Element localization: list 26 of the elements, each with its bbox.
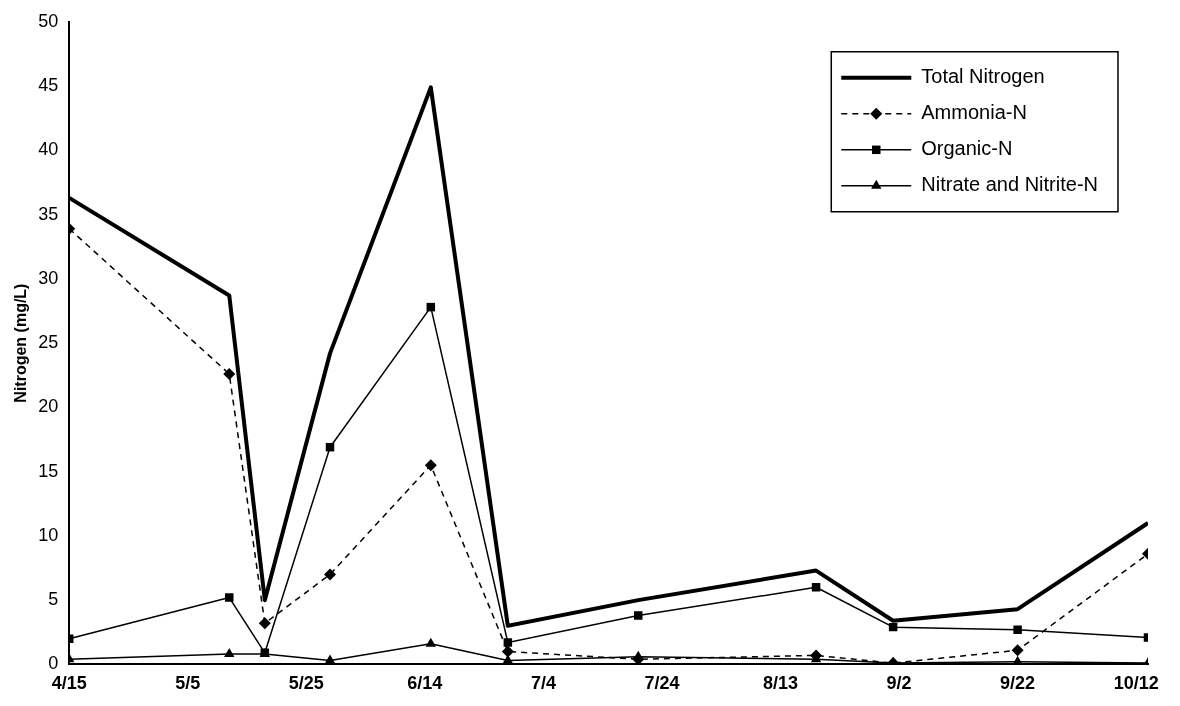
y-tick-label: 25 <box>38 332 59 353</box>
x-tick-label: 7/24 <box>644 673 680 694</box>
x-tick-label: 4/15 <box>51 673 87 694</box>
x-tick-label: 9/22 <box>1000 673 1036 694</box>
y-tick-label: 20 <box>38 396 59 417</box>
y-tick-label: 5 <box>48 589 59 610</box>
legend-label: Organic-N <box>921 137 1013 160</box>
x-tick-label: 9/2 <box>886 673 912 694</box>
legend-label: Ammonia-N <box>921 101 1027 124</box>
x-tick-label: 10/12 <box>1113 673 1159 694</box>
y-tick-label: 50 <box>38 10 59 31</box>
x-tick-label: 6/14 <box>407 673 443 694</box>
x-tick-label: 5/5 <box>175 673 201 694</box>
legend-label: Total Nitrogen <box>921 65 1045 88</box>
y-tick-label: 10 <box>38 524 59 545</box>
x-tick-label: 5/25 <box>288 673 324 694</box>
y-tick-label: 40 <box>38 139 59 160</box>
y-tick-label: 0 <box>48 653 59 674</box>
y-tick-label: 15 <box>38 460 59 481</box>
y-tick-label: 45 <box>38 75 59 96</box>
legend-label: Nitrate and Nitrite-N <box>921 173 1098 196</box>
y-tick-label: 35 <box>38 203 59 224</box>
x-tick-label: 8/13 <box>762 673 799 694</box>
y-tick-label: 30 <box>38 267 59 288</box>
y-axis-title: Nitrogen (mg/L) <box>12 283 30 403</box>
x-tick-label: 7/4 <box>530 673 556 694</box>
